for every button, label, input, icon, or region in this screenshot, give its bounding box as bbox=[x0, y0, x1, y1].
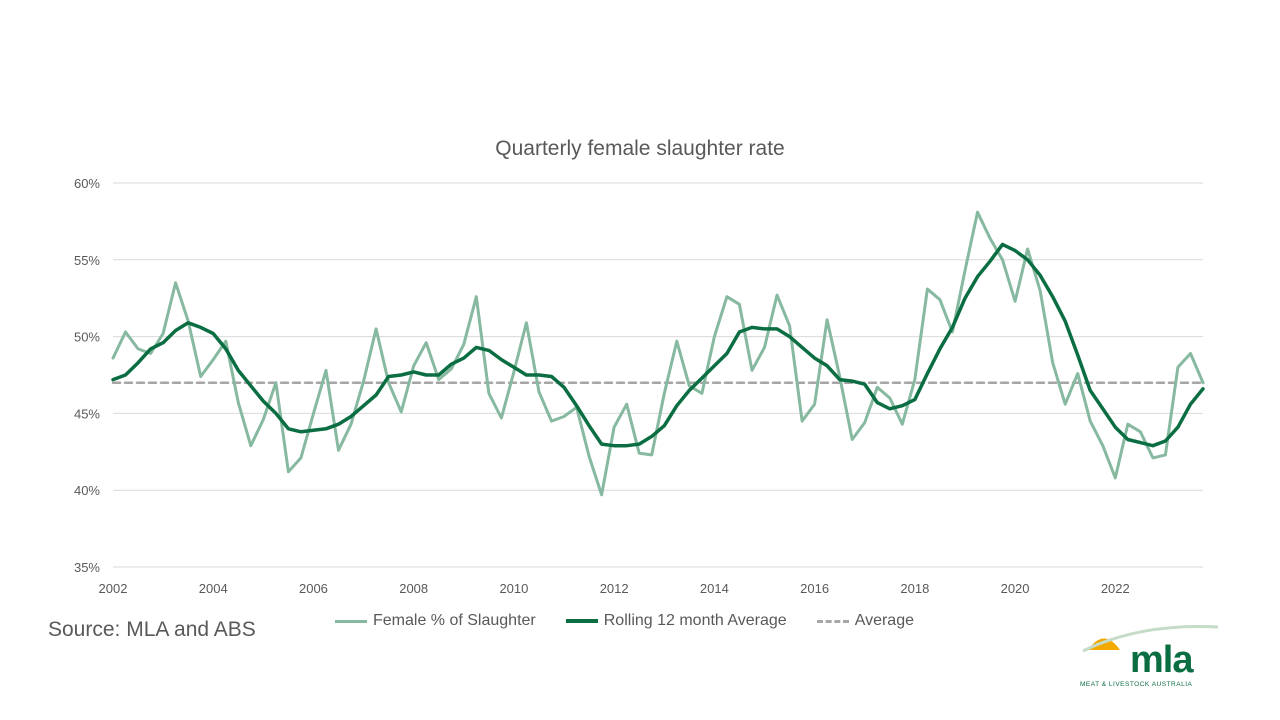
x-tick-label: 2014 bbox=[700, 581, 729, 596]
legend-label-female: Female % of Slaughter bbox=[373, 612, 536, 629]
legend-item-rolling: Rolling 12 month Average bbox=[565, 612, 787, 630]
y-tick-label: 60% bbox=[74, 176, 100, 191]
legend-label-average: Average bbox=[854, 612, 914, 629]
grid-lines bbox=[113, 182, 1203, 568]
y-tick-label: 40% bbox=[74, 483, 100, 498]
x-tick-label: 2022 bbox=[1101, 581, 1130, 596]
legend-label-rolling: Rolling 12 month Average bbox=[603, 612, 787, 629]
x-tick-label: 2002 bbox=[99, 581, 128, 596]
x-tick-label: 2006 bbox=[299, 581, 328, 596]
mla-logo: mla MEAT & LIVESTOCK AUSTRALIA bbox=[1080, 625, 1220, 695]
legend: Female % of Slaughter Rolling 12 month A… bbox=[335, 610, 944, 632]
legend-item-average: Average bbox=[816, 612, 914, 630]
legend-item-female: Female % of Slaughter bbox=[335, 612, 536, 630]
y-tick-label: 35% bbox=[74, 560, 100, 575]
y-tick-label: 45% bbox=[74, 406, 100, 421]
x-tick-label: 2012 bbox=[600, 581, 629, 596]
legend-swatch-female bbox=[335, 619, 367, 623]
x-tick-label: 2020 bbox=[1001, 581, 1030, 596]
legend-swatch-rolling bbox=[565, 619, 598, 623]
x-tick-label: 2016 bbox=[800, 581, 829, 596]
logo-wordmark: mla bbox=[1130, 639, 1193, 681]
x-tick-label: 2010 bbox=[499, 581, 528, 596]
y-axis-ticks: 35% 40% 45% 50% 55% 60% bbox=[74, 176, 100, 575]
x-tick-label: 2018 bbox=[900, 581, 929, 596]
legend-swatch-average bbox=[816, 619, 849, 623]
x-tick-label: 2004 bbox=[199, 581, 228, 596]
y-tick-label: 55% bbox=[74, 253, 100, 268]
logo-arc-shape bbox=[1082, 625, 1219, 653]
logo-sun-shape bbox=[1088, 638, 1120, 650]
series-lines bbox=[111, 210, 1205, 497]
logo-tagline: MEAT & LIVESTOCK AUSTRALIA bbox=[1080, 681, 1193, 688]
series-rolling-line bbox=[111, 242, 1205, 448]
y-tick-label: 50% bbox=[74, 330, 100, 345]
x-axis-ticks: 2002 2004 2006 2008 2010 2012 2014 2016 2018 2020… bbox=[99, 581, 1130, 596]
chart-title: Quarterly female slaughter rate bbox=[495, 137, 785, 160]
x-tick-label: 2008 bbox=[399, 581, 428, 596]
logo-graphic bbox=[1082, 625, 1219, 653]
source-note: Source: MLA and ABS bbox=[48, 618, 256, 641]
series-female-line bbox=[111, 210, 1205, 497]
